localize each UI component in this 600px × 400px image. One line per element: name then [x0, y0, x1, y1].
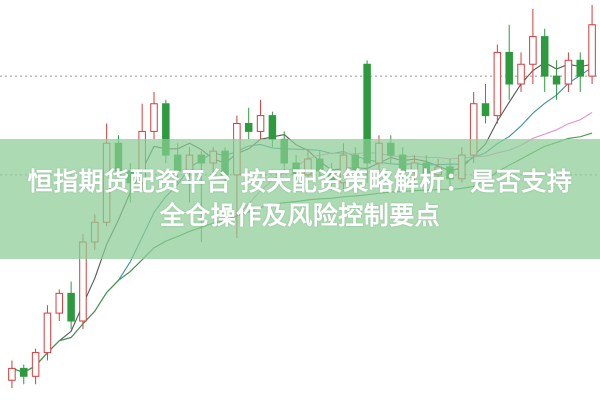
- candle-up: [43, 312, 52, 354]
- candle-up: [493, 51, 502, 117]
- candle-down: [576, 59, 584, 77]
- candle-down: [268, 115, 277, 140]
- candle-up: [55, 292, 64, 314]
- title-banner: 恒指期货配资平台 按天配资策略解析：是否支持 全仓操作及风险控制要点: [0, 139, 600, 259]
- candle-up: [8, 367, 16, 381]
- candle-up: [150, 103, 158, 132]
- candle-up: [31, 352, 40, 377]
- candle-up: [588, 24, 596, 77]
- candle-up: [564, 59, 573, 85]
- candle-up: [529, 36, 537, 65]
- candle-down: [67, 292, 75, 322]
- candle-up: [256, 115, 265, 132]
- title-line-1: 恒指期货配资平台 按天配资策略解析：是否支持: [27, 167, 573, 196]
- candle-up: [517, 63, 525, 85]
- candle-down: [540, 36, 549, 77]
- candle-down: [552, 75, 561, 85]
- candle-down: [505, 51, 513, 85]
- candle-down: [20, 367, 28, 377]
- candle-down: [481, 103, 490, 117]
- candle-down: [244, 123, 253, 132]
- title-line-2: 全仓操作及风险控制要点: [159, 201, 441, 230]
